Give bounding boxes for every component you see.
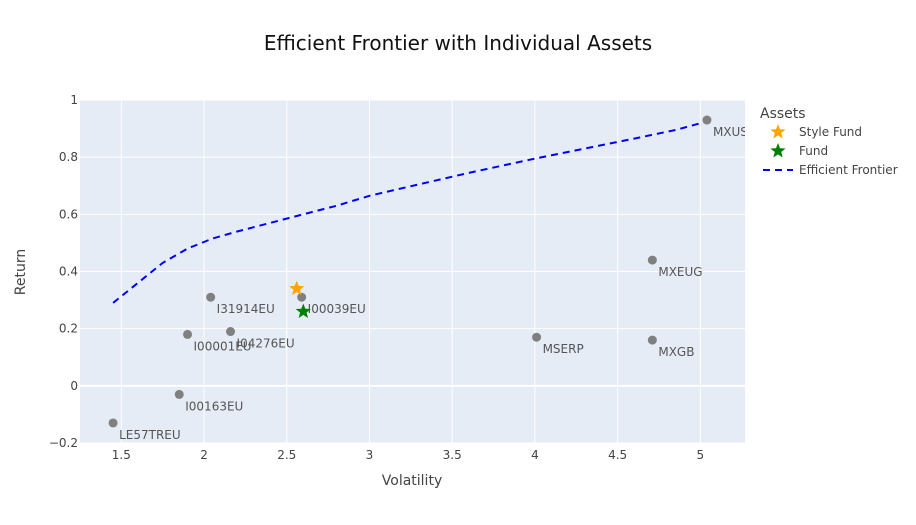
legend-label: Efficient Frontier bbox=[799, 163, 898, 177]
asset-point bbox=[226, 327, 236, 337]
fund-star bbox=[289, 280, 305, 296]
frontier-layer bbox=[112, 120, 708, 304]
grid bbox=[80, 99, 745, 444]
asset-point bbox=[702, 115, 712, 125]
y-axis-title: Return bbox=[13, 249, 29, 295]
x-tick-label: 5 bbox=[697, 448, 705, 462]
asset-point bbox=[532, 332, 542, 342]
x-tick-label: 4.5 bbox=[608, 448, 627, 462]
y-tick-label: 0 bbox=[70, 379, 78, 393]
x-tick-label: 2 bbox=[200, 448, 208, 462]
y-tick-label: 0.8 bbox=[59, 150, 78, 164]
x-tick-label: 2.5 bbox=[277, 448, 296, 462]
x-tick-label: 3 bbox=[366, 448, 374, 462]
legend-title: Assets bbox=[760, 106, 806, 122]
chart-title: Efficient Frontier with Individual Asset… bbox=[264, 31, 652, 55]
fund-star bbox=[295, 303, 311, 318]
asset-label: MXEUG bbox=[658, 265, 702, 279]
y-tick-label: 0.6 bbox=[59, 207, 78, 221]
legend-label: Style Fund bbox=[799, 125, 862, 139]
y-axis-ticks: −0.2 0 0.2 0.4 0.6 0.8 1 bbox=[49, 93, 78, 450]
asset-point bbox=[647, 255, 657, 265]
y-tick-label: 0.4 bbox=[59, 265, 78, 279]
x-tick-label: 3.5 bbox=[443, 448, 462, 462]
asset-point bbox=[206, 292, 216, 302]
assets-layer: LE57TREU I00163EU I00001EU I31914EU I04276EU… bbox=[108, 115, 748, 442]
x-axis-ticks: 1.5 2 2.5 3 3.5 4 4.5 5 bbox=[112, 448, 704, 462]
legend-label: Fund bbox=[799, 144, 828, 158]
asset-label: I31914EU bbox=[217, 302, 275, 316]
asset-point bbox=[297, 292, 307, 302]
asset-label: I04276EU bbox=[237, 337, 295, 351]
x-axis-title: Volatility bbox=[382, 473, 442, 489]
asset-label: MSERP bbox=[543, 342, 584, 356]
asset-label: MXGB bbox=[658, 345, 694, 359]
legend: Assets Style Fund Fund Efficient Frontier bbox=[760, 106, 898, 177]
asset-label: I00163EU bbox=[185, 399, 243, 413]
asset-point bbox=[183, 329, 193, 339]
y-tick-label: 1 bbox=[70, 93, 78, 107]
asset-label: I00039EU bbox=[308, 302, 366, 316]
asset-label: LE57TREU bbox=[119, 428, 181, 442]
asset-point bbox=[108, 418, 118, 428]
x-tick-label: 4 bbox=[531, 448, 539, 462]
asset-point bbox=[647, 335, 657, 345]
y-tick-label: 0.2 bbox=[59, 322, 78, 336]
asset-point bbox=[174, 389, 184, 399]
x-tick-label: 1.5 bbox=[112, 448, 131, 462]
asset-label: I00001EU bbox=[194, 339, 252, 353]
funds-layer bbox=[289, 280, 311, 318]
legend-star-icon bbox=[770, 124, 786, 139]
y-tick-label: −0.2 bbox=[49, 436, 78, 450]
asset-label: MXUS bbox=[713, 125, 748, 139]
frontier-line bbox=[112, 120, 708, 304]
legend-star-icon bbox=[770, 143, 786, 158]
